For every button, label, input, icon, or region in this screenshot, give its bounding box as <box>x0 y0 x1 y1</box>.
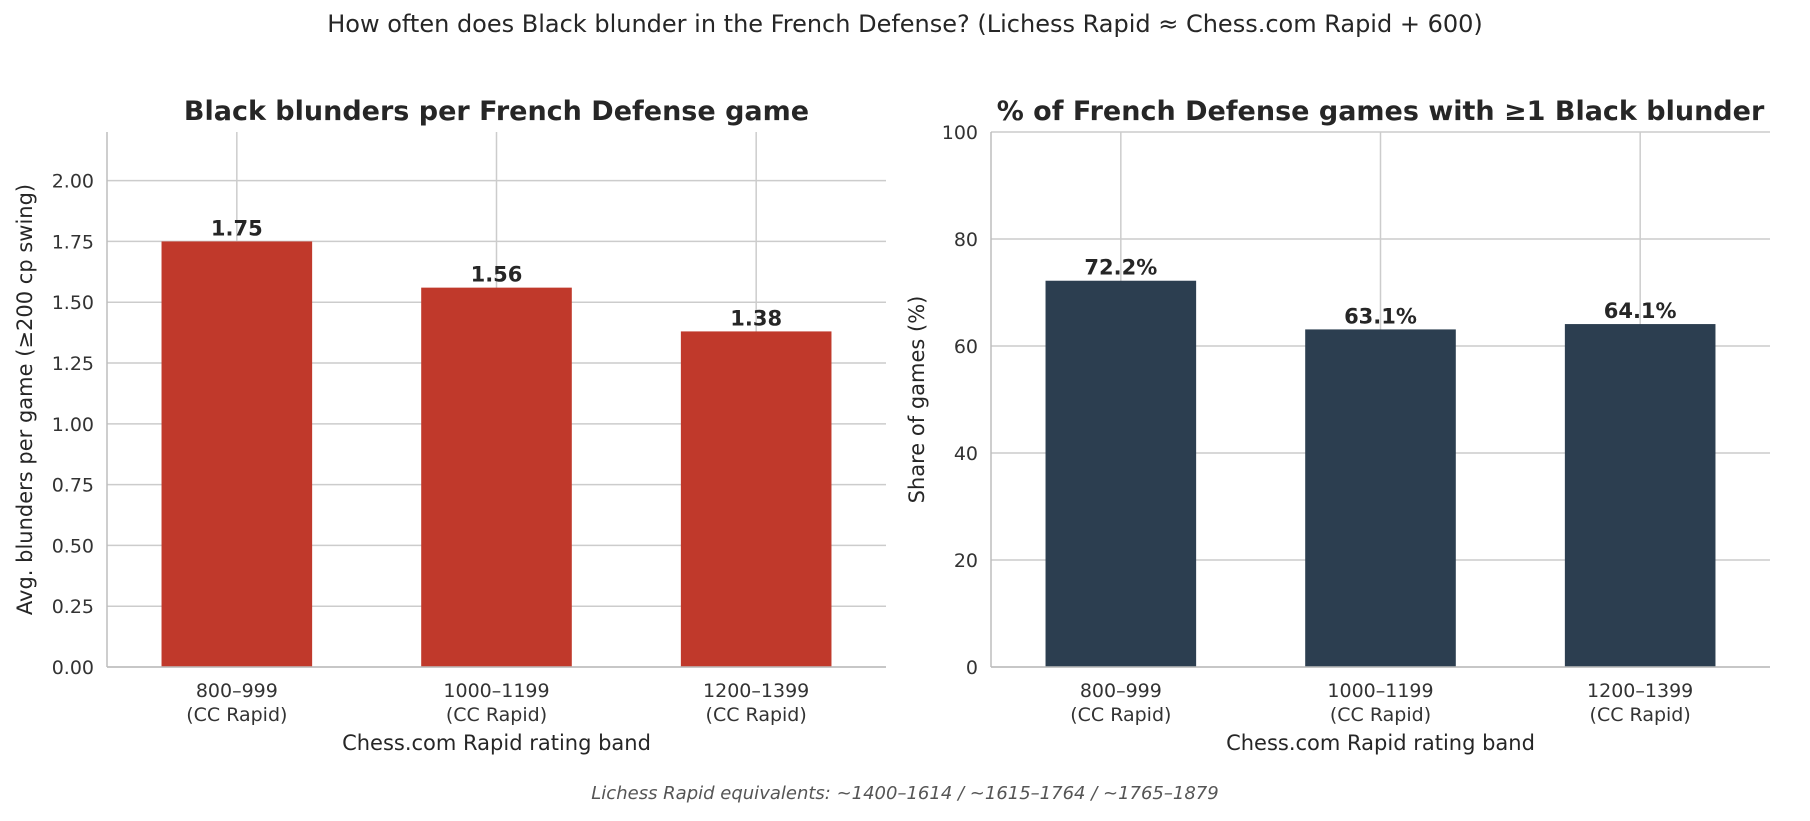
y-tick-label: 0.75 <box>52 475 94 497</box>
figure-footnote: Lichess Rapid equivalents: ~1400–1614 / … <box>591 783 1219 804</box>
bar <box>1305 329 1456 667</box>
data-label: 72.2% <box>1084 256 1157 280</box>
y-tick-label: 60 <box>954 336 978 358</box>
y-tick-label: 1.75 <box>52 231 94 253</box>
y-tick-label: 1.25 <box>52 353 94 375</box>
x-tick-label: 1000–1199 (CC Rapid) <box>1327 680 1433 726</box>
y-axis-label: Avg. blunders per game (≥200 cp swing) <box>13 184 37 615</box>
y-tick-label: 100 <box>942 122 978 144</box>
data-label: 1.75 <box>211 216 263 240</box>
data-label: 63.1% <box>1344 304 1417 328</box>
x-tick-label: 1200–1399 (CC Rapid) <box>1587 680 1693 726</box>
bar <box>1564 324 1716 667</box>
y-tick-label: 40 <box>954 443 978 465</box>
y-tick-label: 2.00 <box>52 171 94 193</box>
y-tick-label: 80 <box>954 229 978 251</box>
x-axis-label: Chess.com Rapid rating band <box>342 731 651 755</box>
bar <box>421 287 572 667</box>
bar <box>680 331 832 667</box>
x-tick-label: 1200–1399 (CC Rapid) <box>703 680 809 726</box>
x-tick-label: 800–999 (CC Rapid) <box>1070 680 1171 726</box>
y-tick-label: 0.00 <box>52 657 94 679</box>
data-label: 1.38 <box>730 306 782 330</box>
data-label: 1.56 <box>471 263 523 287</box>
y-tick-label: 0.25 <box>52 596 94 618</box>
x-axis-label: Chess.com Rapid rating band <box>1226 731 1535 755</box>
data-label: 64.1% <box>1604 299 1677 323</box>
chart-title: Black blunders per French Defense game <box>184 96 809 127</box>
figure-suptitle: How often does Black blunder in the Fren… <box>327 10 1483 38</box>
y-tick-label: 1.00 <box>52 414 94 436</box>
bar <box>161 241 313 667</box>
y-axis-label: Share of games (%) <box>905 296 929 504</box>
x-tick-label: 1000–1199 (CC Rapid) <box>443 680 549 726</box>
y-tick-label: 1.50 <box>52 292 94 314</box>
x-tick-label: 800–999 (CC Rapid) <box>186 680 287 726</box>
chart-blunders-per-game: 1.75 1.56 1.38 0.00 0.25 0.50 0.75 1.00 1.25 1.50… <box>13 96 886 755</box>
y-tick-label: 20 <box>954 550 978 572</box>
chart-share-with-blunder: 72.2% 63.1% 64.1% 0 20 40 60 80 100 800–999 (CC Ra… <box>905 96 1770 755</box>
y-tick-label: 0.50 <box>52 535 94 557</box>
y-tick-label: 0 <box>966 657 978 679</box>
chart-title: % of French Defense games with ≥1 Black … <box>997 96 1765 127</box>
bar <box>1045 280 1197 667</box>
